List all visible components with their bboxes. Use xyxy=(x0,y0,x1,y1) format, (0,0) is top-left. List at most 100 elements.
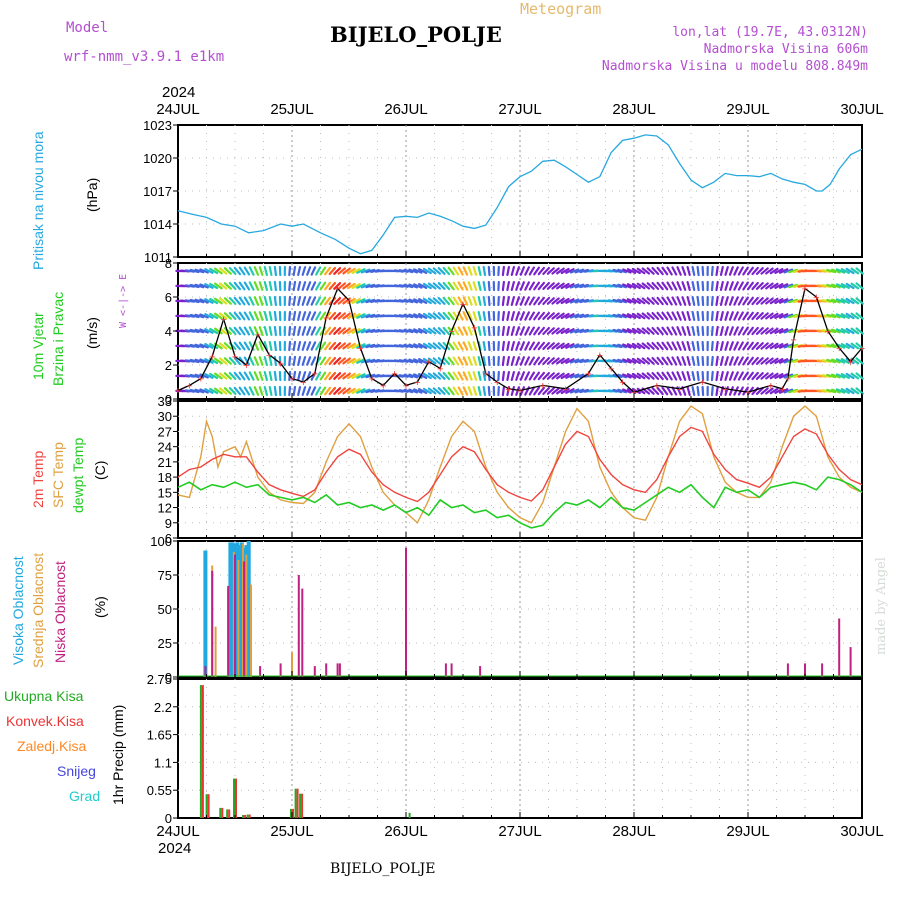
lonlat-label: lon,lat (19.7E, 43.0312N) xyxy=(672,25,868,40)
wind-barb xyxy=(676,371,682,381)
wind-barb xyxy=(742,281,749,291)
wind-barb xyxy=(542,297,551,305)
wind-barb xyxy=(452,326,460,336)
wind-barb xyxy=(691,386,696,396)
wind-barb xyxy=(447,341,455,351)
wind-barb xyxy=(194,298,205,304)
wind-barb xyxy=(228,312,237,320)
wind-barb xyxy=(199,283,209,289)
cloud-bar xyxy=(227,585,230,677)
wind-barb xyxy=(319,266,327,276)
wind-barb xyxy=(840,388,851,394)
wind-barb xyxy=(268,311,273,321)
wind-barb xyxy=(437,282,446,290)
wind-barb xyxy=(365,388,376,394)
precip-legend-frz: Zaledj.Kisa xyxy=(17,738,87,754)
y-tick-label: 27 xyxy=(158,424,172,439)
wind-barb xyxy=(691,356,696,366)
wind-barb xyxy=(626,343,637,349)
wind-barb xyxy=(462,356,469,366)
wind-barb xyxy=(204,313,214,319)
y-tick-label: 0 xyxy=(165,670,172,685)
wind-barb xyxy=(622,283,632,289)
wind-barb xyxy=(447,311,455,321)
wind-barb xyxy=(855,372,864,380)
wind-barb xyxy=(189,358,200,364)
wind-barb xyxy=(821,284,832,288)
2m-temp-line xyxy=(177,426,863,503)
wind-barb xyxy=(774,328,784,334)
wind-barb xyxy=(826,268,837,274)
wind-gust-marker: + xyxy=(802,284,808,296)
wind-barb xyxy=(560,387,570,395)
wind-gust-marker: + xyxy=(825,326,831,338)
wind-barb xyxy=(199,298,209,304)
wind-barb xyxy=(233,356,241,366)
wind-barb xyxy=(555,327,565,335)
wind-barb xyxy=(477,386,482,396)
wind-barb xyxy=(418,358,428,364)
wind-barb xyxy=(189,313,200,319)
wind-barb xyxy=(826,373,837,379)
wind-barb xyxy=(546,297,555,305)
wind-barb xyxy=(783,298,794,304)
wind-barb xyxy=(442,371,451,381)
wind-barb xyxy=(821,314,832,318)
wind-barb xyxy=(617,388,628,394)
wind-barb xyxy=(437,357,446,365)
wind-barb xyxy=(292,385,297,397)
wind-barb xyxy=(403,343,414,349)
wind-barb xyxy=(769,282,779,290)
wind-barb xyxy=(515,311,521,321)
wind-barb xyxy=(830,283,841,289)
wind-barb xyxy=(626,358,637,364)
wind-barb xyxy=(306,281,312,291)
precip-total-bar xyxy=(299,793,302,818)
wind-barb xyxy=(297,266,302,276)
wind-barb xyxy=(328,281,337,291)
wind-barb xyxy=(537,341,546,351)
wind-barb xyxy=(273,295,277,307)
wind-barb xyxy=(238,386,246,396)
wind-barb xyxy=(742,296,749,306)
wind-barb xyxy=(533,296,541,306)
wind-barb xyxy=(765,387,774,395)
wind-barb xyxy=(542,312,551,320)
y-tick-label: 33 xyxy=(158,394,172,409)
wind-barb xyxy=(755,312,764,320)
wind-barb xyxy=(422,297,432,305)
wind-barb xyxy=(850,282,860,290)
wind-barb xyxy=(365,358,376,364)
wind-barb xyxy=(612,283,623,289)
wind-barb xyxy=(337,387,346,395)
wind-barb xyxy=(671,296,678,306)
wind-barb xyxy=(755,372,764,380)
wind-barb xyxy=(292,295,297,307)
wind-barb xyxy=(204,388,214,394)
precip-conv-bar xyxy=(248,814,251,818)
wind-barb xyxy=(427,312,437,320)
wind-barb xyxy=(432,387,441,395)
wind-barb xyxy=(328,326,337,336)
model-elevation-label: Nadmorska Visina u modelu 808.849m xyxy=(601,59,868,74)
wind-barb xyxy=(661,386,669,396)
wind-barb xyxy=(243,326,251,336)
wind-barb xyxy=(238,281,246,291)
wind-barb xyxy=(686,356,691,366)
wind-barb xyxy=(681,281,687,291)
wind-barb xyxy=(324,296,332,306)
cloud-bar xyxy=(313,666,316,677)
wind-barb xyxy=(631,327,641,335)
y-tick-label: 2.75 xyxy=(147,672,172,687)
wind-barb xyxy=(519,281,526,291)
wind-barb xyxy=(769,357,779,365)
y-tick-label: 4 xyxy=(165,324,172,339)
wind-barb xyxy=(310,296,317,306)
wind-barb xyxy=(356,328,366,334)
wind-barb xyxy=(622,268,632,274)
wind-barb xyxy=(845,342,855,350)
wind-gust-marker: + xyxy=(346,295,352,307)
wind-barb xyxy=(506,371,510,381)
wind-barb xyxy=(360,283,371,289)
wind-barb xyxy=(840,268,851,274)
